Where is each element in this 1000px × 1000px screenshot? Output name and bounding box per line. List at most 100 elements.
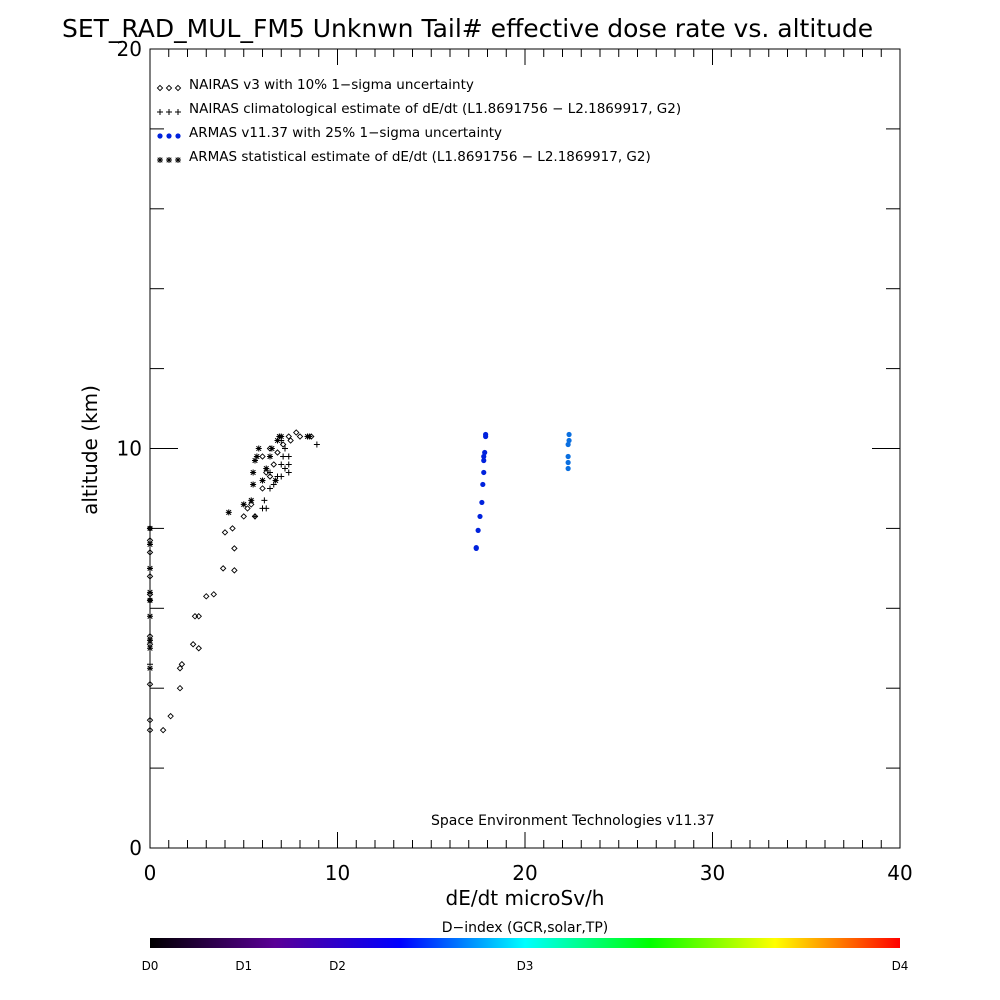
data-point-dot bbox=[481, 453, 487, 460]
data-point-plus bbox=[280, 453, 287, 460]
data-point-asterisk bbox=[248, 497, 255, 504]
legend: NAIRAS v3 with 10% 1−sigma uncertainty NA… bbox=[156, 77, 681, 165]
data-point-diamond bbox=[195, 645, 202, 652]
data-point-dot bbox=[565, 465, 571, 472]
legend-label: NAIRAS v3 with 10% 1−sigma uncertainty bbox=[189, 77, 474, 93]
data-point-plus bbox=[252, 513, 258, 520]
data-point-asterisk bbox=[255, 445, 262, 452]
data-point-diamond bbox=[191, 613, 199, 620]
colorbar-label: D4 bbox=[892, 959, 909, 973]
data-point-asterisk bbox=[253, 453, 260, 460]
legend-marker bbox=[157, 157, 163, 163]
legend-marker bbox=[165, 84, 173, 92]
legend-marker bbox=[166, 109, 172, 115]
data-point-asterisk bbox=[147, 597, 153, 604]
legend-marker bbox=[157, 109, 163, 115]
data-point-plus bbox=[282, 465, 288, 472]
legend-marker bbox=[175, 157, 181, 163]
credit-text: Space Environment Technologies v11.37 bbox=[431, 813, 715, 829]
data-point-asterisk bbox=[274, 437, 281, 444]
data-point-diamond bbox=[176, 664, 184, 672]
legend-marker bbox=[166, 157, 172, 163]
data-point-diamond bbox=[231, 545, 238, 552]
data-point-diamond bbox=[146, 573, 154, 580]
plot-border bbox=[149, 48, 901, 849]
data-point-plus bbox=[267, 485, 273, 492]
legend-marker bbox=[174, 84, 182, 92]
colorbar bbox=[150, 938, 900, 948]
data-point-diamond bbox=[203, 593, 210, 600]
data-point-diamond bbox=[221, 529, 229, 536]
data-point-diamond bbox=[178, 660, 186, 668]
data-point-diamond bbox=[146, 549, 154, 556]
data-point-diamond bbox=[189, 641, 197, 648]
colorbar-label: D2 bbox=[329, 959, 346, 973]
colorbar-labels: D0 D1 D2 D3 D4 bbox=[142, 959, 909, 973]
data-point-dot bbox=[479, 499, 485, 506]
data-point-dot bbox=[483, 431, 489, 438]
data-point-asterisk bbox=[147, 541, 153, 548]
data-point-plus bbox=[267, 469, 273, 476]
legend-marker bbox=[157, 133, 163, 139]
data-point-asterisk bbox=[268, 445, 275, 452]
colorbar-label: D3 bbox=[517, 959, 534, 973]
data-point-asterisk bbox=[225, 509, 232, 516]
data-point-plus bbox=[263, 505, 270, 512]
data-point-diamond bbox=[248, 501, 255, 508]
data-point-asterisk bbox=[272, 477, 279, 484]
data-point-dot bbox=[482, 449, 488, 456]
colorbar-label: D1 bbox=[235, 959, 252, 973]
data-point-asterisk bbox=[147, 645, 153, 652]
legend-label: ARMAS v11.37 with 25% 1−sigma uncertaint… bbox=[189, 125, 502, 141]
legend-marker bbox=[175, 109, 181, 115]
data-point-dot bbox=[477, 513, 483, 520]
data-point-plus bbox=[278, 461, 285, 468]
data-point-dot bbox=[566, 431, 572, 438]
data-point-dot bbox=[565, 441, 571, 448]
data-point-dot bbox=[566, 437, 572, 444]
data-point-diamond bbox=[231, 567, 238, 574]
x-tick-label: 10 bbox=[325, 861, 350, 885]
data-point-asterisk bbox=[250, 469, 257, 476]
y-axis-label: altitude (km) bbox=[78, 385, 102, 515]
legend-marker bbox=[156, 84, 164, 92]
data-point-diamond bbox=[146, 716, 154, 724]
data-point-asterisk bbox=[252, 457, 258, 464]
data-point-dot bbox=[481, 457, 487, 464]
data-point-dot bbox=[475, 527, 481, 533]
data-point-asterisk bbox=[263, 465, 270, 472]
data-point-plus bbox=[285, 453, 292, 460]
data-point-diamond bbox=[244, 505, 251, 512]
data-point-plus bbox=[285, 461, 292, 468]
x-tick-label: 0 bbox=[144, 861, 157, 885]
data-point-diamond bbox=[296, 433, 304, 440]
data-points bbox=[146, 429, 572, 734]
colorbar-label: D0 bbox=[142, 959, 159, 973]
data-point-diamond bbox=[167, 712, 174, 720]
data-point-diamond bbox=[259, 485, 266, 492]
data-point-asterisk bbox=[147, 665, 153, 672]
y-tick-label: 10 bbox=[117, 437, 142, 461]
data-point-diamond bbox=[146, 680, 154, 688]
data-point-diamond bbox=[195, 613, 202, 620]
axis-ticks bbox=[149, 48, 901, 849]
data-point-diamond bbox=[279, 441, 287, 448]
x-tick-label: 30 bbox=[700, 861, 725, 885]
data-point-asterisk bbox=[147, 589, 153, 596]
legend-marker bbox=[175, 133, 181, 139]
legend-marker bbox=[166, 133, 172, 139]
legend-label: ARMAS statistical estimate of dE/dt (L1.… bbox=[189, 149, 651, 165]
x-axis-label: dE/dt microSv/h bbox=[446, 886, 605, 910]
axis-tick-labels: 0 10 20 30 40 0 10 20 bbox=[117, 37, 913, 885]
data-point-diamond bbox=[176, 684, 184, 692]
x-tick-label: 40 bbox=[887, 861, 912, 885]
data-point-dot bbox=[565, 459, 571, 466]
data-point-dot bbox=[481, 469, 487, 476]
data-point-plus bbox=[278, 473, 285, 480]
data-point-asterisk bbox=[240, 501, 247, 508]
x-tick-label: 20 bbox=[512, 861, 537, 885]
data-point-asterisk bbox=[278, 433, 285, 440]
data-point-dot bbox=[480, 481, 486, 488]
data-point-diamond bbox=[210, 591, 217, 598]
